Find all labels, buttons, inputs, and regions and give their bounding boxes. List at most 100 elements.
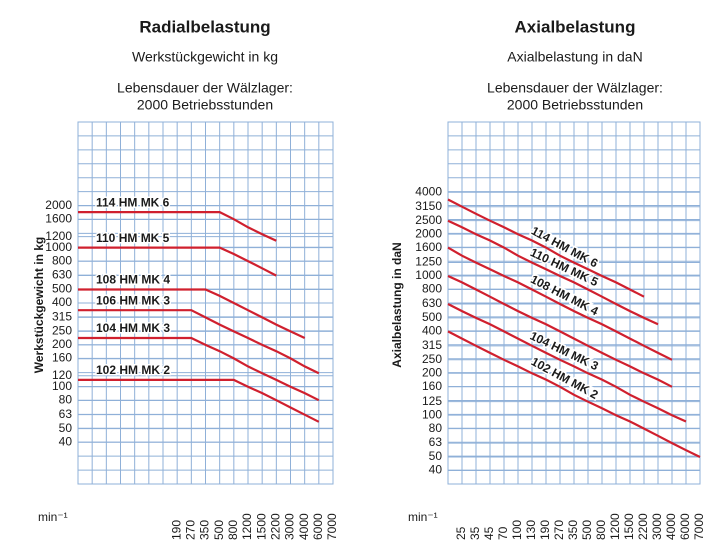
x-tick-label: 1500: [254, 513, 268, 540]
x-tick-label: 800: [226, 520, 240, 540]
x-tick-label: 35: [468, 526, 482, 540]
series-label: 110 HM MK 5: [96, 231, 170, 245]
y-tick-label: 1600: [45, 211, 72, 225]
x-tick-label: 500: [580, 520, 594, 540]
y-tick-label: 500: [52, 282, 72, 296]
x-tick-label: 190: [169, 520, 183, 540]
x-tick-label: 190: [538, 520, 552, 540]
series-line: [447, 303, 687, 423]
chart-note: Lebensdauer der Wälzlager:: [117, 80, 293, 96]
x-axis-label: min⁻¹: [408, 510, 438, 524]
chart-title: Radialbelastung: [139, 17, 270, 36]
y-tick-label: 160: [422, 379, 442, 393]
x-tick-label: 4000: [297, 513, 311, 540]
y-tick-label: 200: [422, 365, 442, 379]
chart-subtitle: Axialbelastung in daN: [507, 49, 642, 65]
y-tick-label: 1250: [415, 255, 442, 269]
series-label: 106 HM MK 3: [96, 293, 170, 307]
x-tick-label: 270: [184, 520, 198, 540]
series-line: [447, 246, 673, 361]
series-label: 114 HM MK 6: [96, 195, 170, 209]
series-line: [78, 211, 277, 242]
x-tick-label: 800: [594, 520, 608, 540]
y-tick-label: 1000: [415, 268, 442, 282]
series-label: 108 HM MK 4: [96, 273, 170, 287]
y-tick-label: 2500: [415, 213, 442, 227]
y-tick-label: 40: [59, 434, 73, 448]
y-tick-label: 4000: [415, 184, 442, 198]
series-line: [447, 274, 673, 388]
y-tick-label: 250: [52, 324, 72, 338]
x-tick-label: 3000: [283, 513, 297, 540]
series-line: [78, 309, 320, 375]
y-tick-label: 630: [52, 268, 72, 282]
x-tick-label: 45: [482, 526, 496, 540]
x-tick-label: 1500: [622, 513, 636, 540]
y-tick-label: 800: [52, 253, 72, 267]
y-tick-label: 3150: [415, 199, 442, 213]
y-tick-label: 100: [422, 407, 442, 421]
y-tick-label: 100: [52, 379, 72, 393]
series-label: 102 HM MK 2: [96, 363, 170, 377]
chart-note: Lebensdauer der Wälzlager:: [487, 80, 663, 96]
chart-subtitle: Werkstückgewicht in kg: [132, 49, 278, 65]
x-tick-label: 350: [566, 520, 580, 540]
x-tick-label: 7000: [692, 513, 706, 540]
y-tick-label: 120: [52, 368, 72, 382]
y-axis-title: Axialbelastung in daN: [390, 242, 404, 367]
x-tick-label: 6000: [311, 513, 325, 540]
x-tick-label: 7000: [325, 513, 339, 540]
chart-title: Axialbelastung: [515, 17, 636, 36]
y-tick-label: 50: [59, 421, 73, 435]
chart-note: 2000 Betriebsstunden: [137, 97, 273, 113]
plot-frame: [447, 121, 701, 485]
y-tick-label: 50: [429, 449, 443, 463]
y-tick-label: 200: [52, 337, 72, 351]
series-line: [78, 336, 320, 402]
y-tick-label: 1200: [45, 229, 72, 243]
x-axis-label: min⁻¹: [38, 510, 68, 524]
series-line: [447, 198, 645, 298]
y-tick-label: 315: [422, 338, 442, 352]
series-line: [78, 378, 320, 423]
x-tick-label: 130: [524, 520, 538, 540]
x-tick-label: 350: [198, 520, 212, 540]
x-tick-label: 2200: [269, 513, 283, 540]
x-tick-label: 270: [552, 520, 566, 540]
y-tick-label: 63: [59, 407, 73, 421]
y-tick-label: 2000: [415, 226, 442, 240]
y-tick-label: 250: [422, 352, 442, 366]
y-tick-label: 315: [52, 310, 72, 324]
series-line: [447, 330, 701, 458]
y-tick-label: 80: [59, 392, 73, 406]
y-tick-label: 630: [422, 296, 442, 310]
y-tick-label: 80: [429, 421, 443, 435]
x-tick-label: 1200: [240, 513, 254, 540]
series-line: [78, 288, 306, 339]
x-tick-label: 100: [510, 520, 524, 540]
x-tick-label: 500: [212, 520, 226, 540]
y-axis-title: Werkstückgewicht in kg: [32, 237, 46, 373]
y-tick-label: 800: [422, 282, 442, 296]
y-tick-label: 400: [52, 295, 72, 309]
y-tick-label: 40: [429, 463, 443, 477]
x-tick-label: 3000: [650, 513, 664, 540]
series-line: [447, 219, 659, 326]
x-tick-label: 6000: [678, 513, 692, 540]
chart-note: 2000 Betriebsstunden: [507, 97, 643, 113]
y-tick-label: 400: [422, 324, 442, 338]
x-tick-label: 1200: [608, 513, 622, 540]
series-line: [78, 246, 277, 277]
y-tick-label: 2000: [45, 198, 72, 212]
series-label: 104 HM MK 3: [96, 321, 170, 335]
x-tick-label: 70: [496, 526, 510, 540]
y-tick-label: 1000: [45, 240, 72, 254]
y-tick-label: 125: [422, 394, 442, 408]
y-tick-label: 500: [422, 310, 442, 324]
y-tick-label: 160: [52, 351, 72, 365]
x-tick-label: 4000: [664, 513, 678, 540]
y-tick-label: 1600: [415, 240, 442, 254]
x-tick-label: 2200: [636, 513, 650, 540]
y-tick-label: 63: [429, 435, 443, 449]
